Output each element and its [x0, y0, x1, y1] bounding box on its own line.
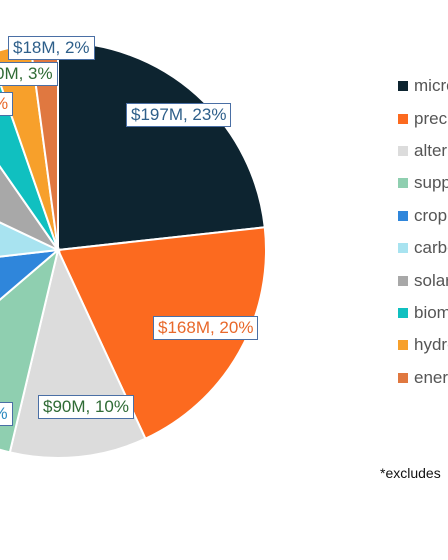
pie-slice-supp: [0, 247, 60, 454]
legend-swatch: [398, 81, 408, 92]
legend-swatch: [398, 113, 408, 124]
legend-label: ener: [414, 367, 448, 387]
pie-slice-micro: [57, 40, 266, 252]
legend-item-solar: solar: [398, 264, 448, 296]
data-label-supp: 0%: [0, 402, 13, 426]
pie-slice-biom: [0, 79, 59, 251]
legend-item-carbo: carbo: [398, 232, 448, 264]
legend-item-biom: biom: [398, 297, 448, 329]
data-label-ener: $18M, 2%: [8, 36, 95, 60]
legend-swatch: [398, 243, 408, 254]
legend-swatch: [398, 178, 408, 189]
legend-swatch: [398, 145, 408, 156]
chart-legend: micro preci alter supp crop carbo solar biom hyd…: [398, 70, 448, 394]
legend-item-preci: preci: [398, 102, 448, 134]
legend-label: supp: [414, 173, 448, 193]
legend-label: alter: [414, 140, 448, 160]
data-label-micro: $197M, 23%: [126, 103, 232, 127]
legend-swatch: [398, 210, 408, 221]
legend-item-alter: alter: [398, 135, 448, 167]
legend-swatch: [398, 340, 408, 351]
legend-swatch: [398, 307, 408, 318]
legend-item-ener: ener: [398, 362, 448, 394]
legend-label: solar: [414, 270, 448, 290]
data-label-biom: %: [0, 92, 14, 116]
legend-item-micro: micro: [398, 70, 448, 102]
legend-label: preci: [414, 108, 448, 128]
legend-label: carbo: [414, 238, 448, 258]
footnote: *excludes: [380, 465, 441, 481]
legend-label: micro: [414, 76, 448, 96]
pie-slice-crop: [0, 248, 62, 301]
data-label-alter: $90M, 10%: [38, 395, 134, 419]
legend-item-crop: crop: [398, 200, 448, 232]
legend-label: crop: [414, 205, 448, 225]
legend-swatch: [398, 372, 408, 383]
legend-item-hydro: hydro: [398, 329, 448, 361]
legend-swatch: [398, 275, 408, 286]
data-label-preci: $168M, 20%: [153, 316, 259, 340]
data-label-hydro: 0M, 3%: [0, 62, 58, 86]
legend-label: biom: [414, 302, 448, 322]
legend-label: hydro: [414, 335, 448, 355]
legend-item-supp: supp: [398, 167, 448, 199]
pie-slice-carbo: [0, 221, 62, 258]
